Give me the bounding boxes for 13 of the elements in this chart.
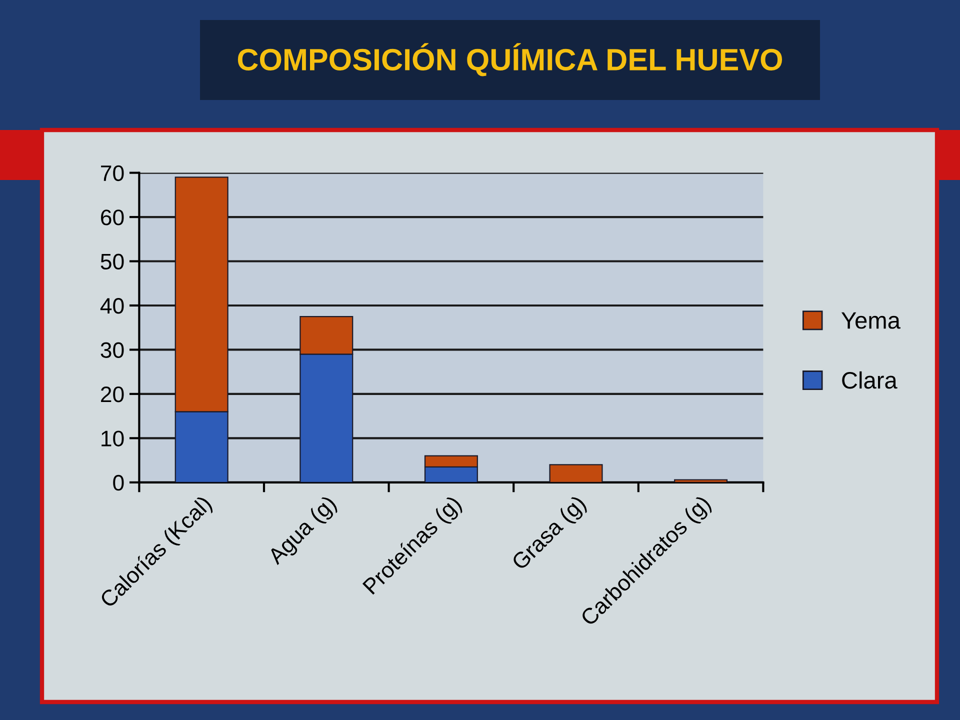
y-tick-label: 50 — [100, 254, 124, 270]
chart-title: COMPOSICIÓN QUÍMICA DEL HUEVO — [238, 43, 782, 76]
bar — [549, 464, 603, 482]
bar — [674, 479, 728, 482]
y-tick-label: 10 — [102, 430, 124, 446]
legend-label: Clara — [842, 371, 898, 389]
y-tick-label: 60 — [101, 210, 124, 226]
y-tick-label: 70 — [101, 165, 124, 182]
legend-label: Yema — [841, 312, 900, 329]
y-tick-label: 0 — [113, 474, 124, 491]
y-tick-label: 20 — [101, 386, 124, 402]
y-tick-label: 30 — [100, 342, 124, 358]
y-tick-label: 40 — [100, 298, 124, 314]
